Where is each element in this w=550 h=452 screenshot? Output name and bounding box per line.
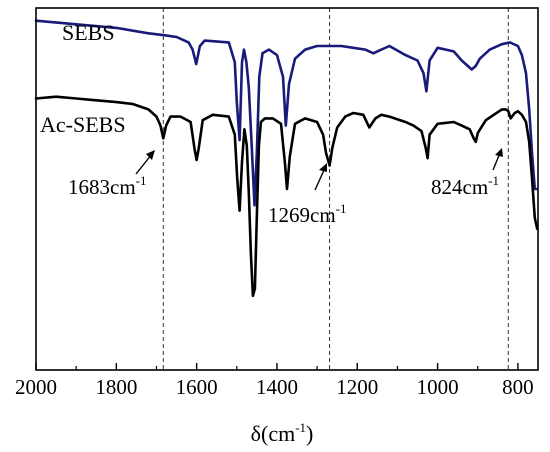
series-label-ac-sebs: Ac-SEBS	[40, 112, 126, 137]
x-axis-title: δ(cm-1)	[251, 420, 314, 446]
annotation-824-text: 824cm	[431, 175, 488, 199]
x-tick-label-1000: 1000	[417, 375, 459, 399]
series-label-sebs: SEBS	[62, 20, 115, 45]
x-axis-ticks: 2000 1800 1600 1400 1200 1000 800	[15, 363, 534, 399]
series-line-ac-sebs	[34, 95, 539, 298]
x-tick-label-800: 800	[502, 375, 534, 399]
series-layer	[34, 19, 539, 298]
annotation-1269-arrow	[314, 167, 326, 191]
annotation-824: 824cm-1	[431, 148, 503, 199]
x-axis-title-sup: -1	[295, 420, 306, 435]
x-tick-label-1600: 1600	[176, 375, 218, 399]
annotation-1683-arrowhead	[146, 150, 155, 160]
annotation-1683: 1683cm-1	[68, 150, 155, 199]
x-tick-label-1400: 1400	[256, 375, 298, 399]
annotation-1683-sup: -1	[136, 173, 147, 188]
annotation-824-sup: -1	[488, 173, 499, 188]
series-line-sebs	[34, 19, 539, 207]
svg-text:1683cm-1: 1683cm-1	[68, 173, 147, 199]
annotation-1683-text: 1683cm	[68, 175, 136, 199]
x-tick-label-1800: 1800	[95, 375, 137, 399]
annotation-1269-sup: -1	[336, 201, 347, 216]
x-axis-title-text: δ(cm	[251, 421, 296, 446]
x-axis-title-close: )	[306, 421, 313, 446]
annotation-1269: 1269cm-1	[268, 163, 347, 227]
annotation-824-arrowhead	[495, 148, 503, 157]
annotation-1269-arrowhead	[319, 163, 327, 172]
svg-text:824cm-1: 824cm-1	[431, 173, 499, 199]
plot-frame	[35, 7, 539, 371]
x-tick-label-2000: 2000	[15, 375, 57, 399]
reference-lines	[162, 8, 509, 370]
x-tick-label-1200: 1200	[336, 375, 378, 399]
annotation-1269-text: 1269cm	[268, 203, 336, 227]
svg-text:1269cm-1: 1269cm-1	[268, 201, 347, 227]
